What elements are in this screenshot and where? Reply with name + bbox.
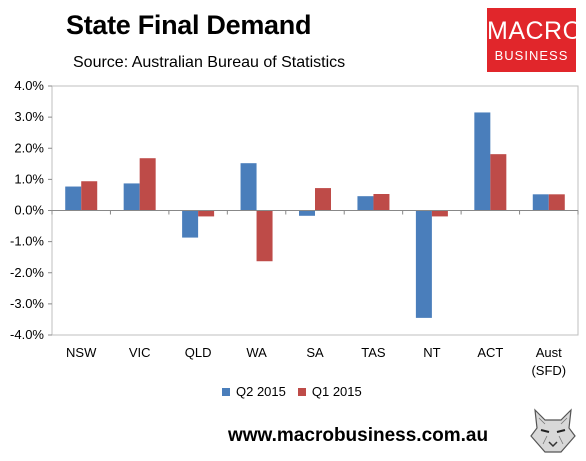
- y-tick-label: -3.0%: [10, 296, 44, 311]
- legend-label-q1: Q1 2015: [311, 384, 362, 399]
- x-tick-label: TAS: [361, 345, 386, 360]
- legend-item-q2: Q2 2015: [222, 384, 286, 399]
- brand-logo: MACRO BUSINESS: [487, 8, 583, 72]
- x-tick-label: ACT: [477, 345, 503, 360]
- bar-q2-2: [182, 210, 199, 238]
- bar-q1-1: [139, 158, 156, 211]
- bar-q2-8: [532, 194, 549, 211]
- y-tick-label: 0.0%: [14, 203, 44, 218]
- wolf-head-icon: [527, 404, 579, 456]
- bar-q2-7: [474, 112, 491, 211]
- brand-logo-line1: MACRO: [487, 17, 583, 45]
- y-tick-label: 3.0%: [14, 109, 44, 124]
- legend-swatch-q2: [222, 387, 230, 396]
- legend-item-q1: Q1 2015: [297, 384, 362, 399]
- bar-q2-6: [415, 210, 432, 318]
- y-tick-label: 1.0%: [14, 171, 44, 186]
- bar-q1-7: [490, 154, 507, 211]
- bar-q1-6: [431, 210, 448, 217]
- x-tick-label: (SFD): [531, 363, 566, 378]
- bar-q1-0: [81, 181, 98, 211]
- bar-q2-1: [123, 183, 140, 211]
- legend-swatch-q1: [297, 387, 306, 396]
- bar-q2-0: [65, 186, 82, 211]
- y-tick-label: 4.0%: [14, 78, 44, 93]
- x-tick-label: Aust: [536, 345, 562, 360]
- chart-title: State Final Demand: [66, 10, 312, 40]
- x-tick-label: WA: [246, 345, 267, 360]
- bar-q1-4: [315, 188, 331, 211]
- website-url[interactable]: www.macrobusiness.com.au: [228, 425, 489, 446]
- bar-q2-5: [357, 196, 374, 211]
- x-tick-label: NSW: [66, 345, 97, 360]
- legend-label-q2: Q2 2015: [236, 384, 286, 399]
- x-tick-label: QLD: [185, 345, 212, 360]
- y-tick-label: -2.0%: [10, 265, 44, 280]
- y-tick-label: -4.0%: [10, 327, 44, 342]
- bar-q1-3: [256, 210, 273, 262]
- bar-q1-5: [373, 194, 390, 211]
- y-tick-label: 2.0%: [14, 140, 44, 155]
- x-tick-label: NT: [423, 345, 440, 360]
- y-tick-label: -1.0%: [10, 234, 44, 249]
- chart-legend: Q2 2015 Q1 2015: [222, 384, 362, 399]
- bar-q2-4: [299, 210, 315, 216]
- brand-logo-line2: BUSINESS: [494, 48, 569, 63]
- x-tick-label: SA: [306, 345, 324, 360]
- bar-q1-8: [548, 194, 565, 211]
- chart-source: Source: Australian Bureau of Statistics: [73, 54, 346, 71]
- x-tick-label: VIC: [129, 345, 151, 360]
- bar-q2-3: [240, 163, 257, 211]
- bar-q1-2: [198, 210, 215, 217]
